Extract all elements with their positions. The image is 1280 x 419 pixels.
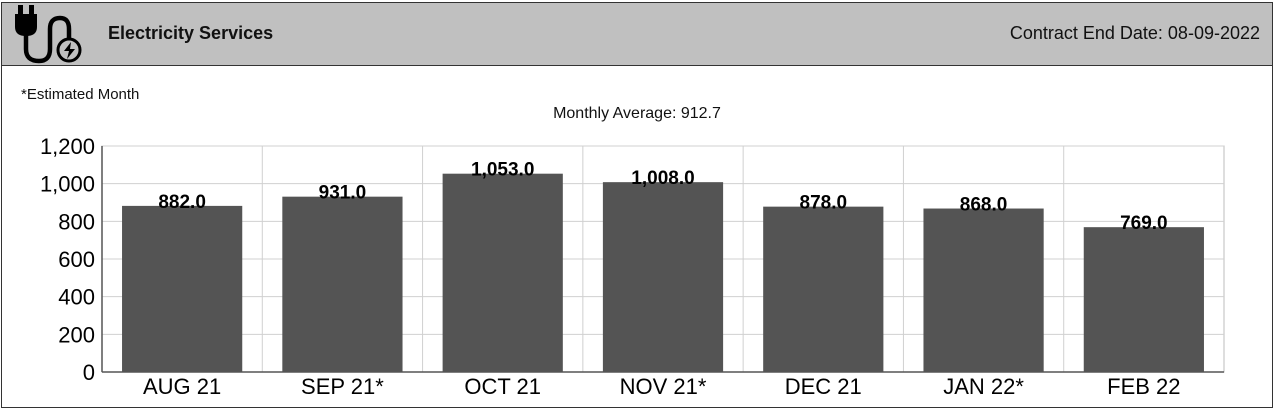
data-label: 1,008.0 [631, 168, 694, 189]
bar [442, 173, 563, 372]
electricity-panel: Electricity Services Contract End Date: … [1, 2, 1273, 408]
x-tick-label: OCT 21 [464, 374, 541, 399]
y-tick-label: 1,000 [40, 172, 95, 197]
bar [602, 182, 724, 372]
x-tick-label: JAN 22* [943, 374, 1024, 399]
x-tick-label: FEB 22 [1107, 374, 1180, 399]
data-label: 882.0 [158, 192, 206, 213]
data-label: 878.0 [800, 193, 848, 214]
x-tick-label: SEP 21* [301, 374, 384, 399]
data-label: 931.0 [319, 183, 367, 204]
y-tick-label: 400 [58, 285, 95, 310]
y-tick-label: 600 [58, 247, 95, 272]
y-tick-label: 0 [83, 360, 95, 385]
bar [282, 196, 403, 372]
bar [763, 206, 884, 372]
y-tick-label: 1,200 [40, 134, 95, 159]
data-label: 1,053.0 [471, 160, 534, 181]
data-label: 868.0 [960, 195, 1008, 216]
service-title: Electricity Services [108, 23, 274, 43]
y-tick-label: 200 [58, 322, 95, 347]
bar-chart: 0 200 400 600 800 1,000 1,200 882.0 AUG 21 931.0 S… [40, 134, 1225, 399]
panel-header: Electricity Services Contract End Date: … [2, 3, 1272, 66]
x-tick-label: NOV 21* [620, 374, 707, 399]
y-tick-label: 800 [58, 209, 95, 234]
bar [1083, 227, 1204, 372]
electric-plug-icon [15, 5, 82, 64]
x-tick-label: AUG 21 [143, 374, 221, 399]
contract-end-date: Contract End Date: 08-09-2022 [1009, 23, 1260, 43]
estimated-month-note: *Estimated Month [21, 86, 140, 103]
data-label: 769.0 [1120, 213, 1168, 234]
bar [122, 205, 243, 372]
bar [923, 208, 1044, 372]
x-tick-label: DEC 21 [785, 374, 862, 399]
chart-title: Monthly Average: 912.7 [553, 105, 721, 122]
